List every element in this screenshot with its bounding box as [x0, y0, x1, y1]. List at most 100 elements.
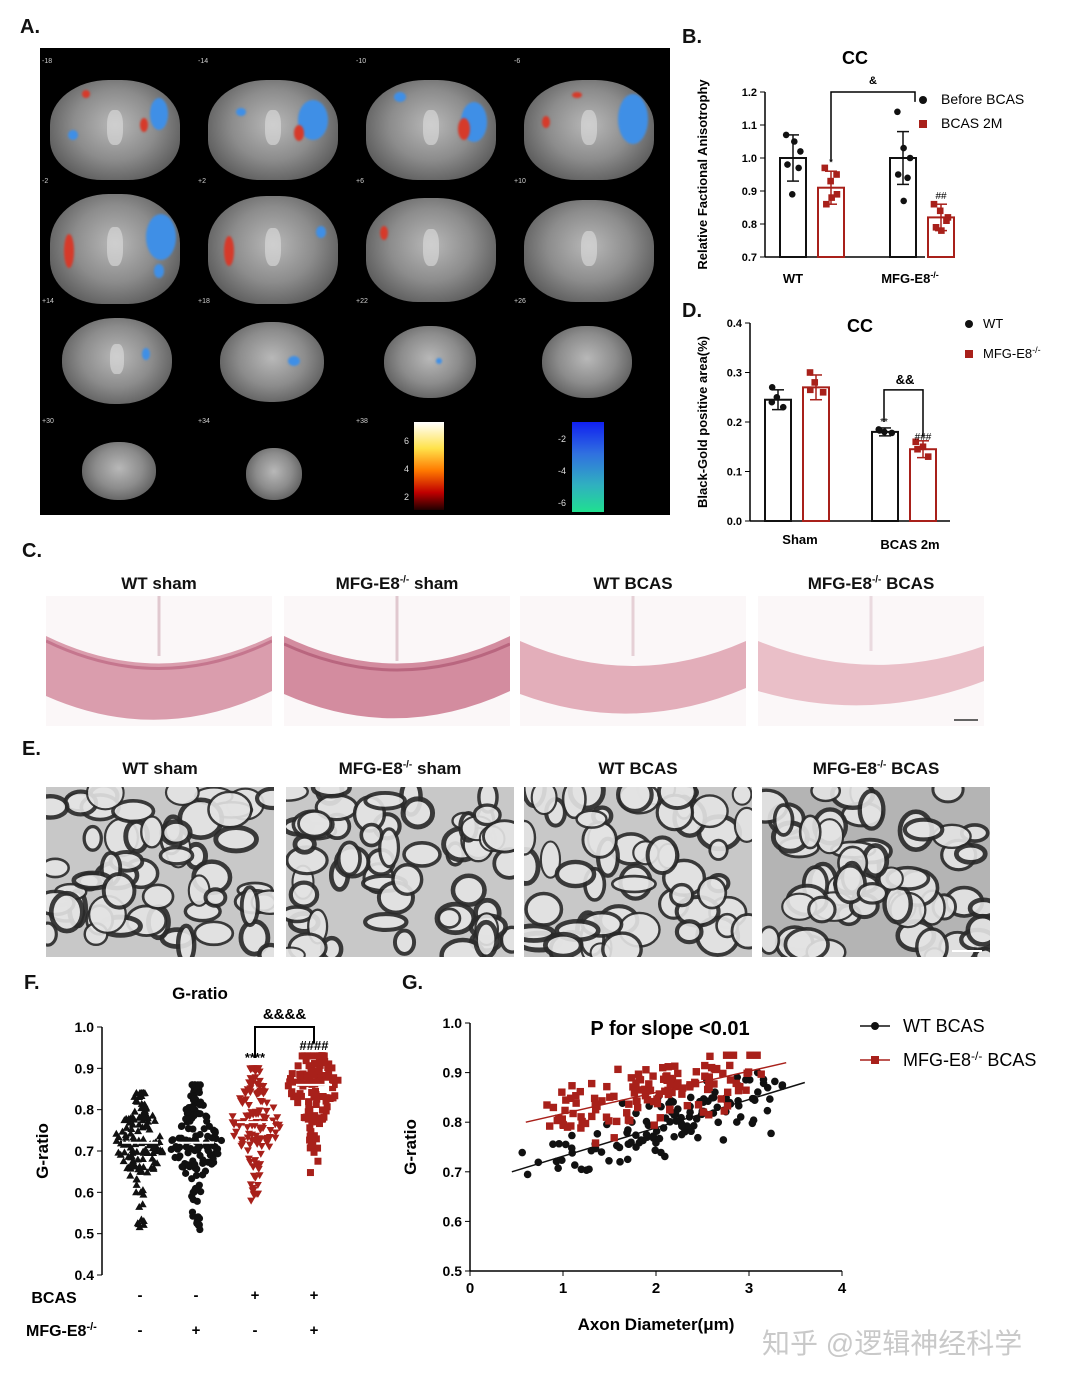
data-point: [315, 1067, 323, 1075]
data-point: [313, 1095, 321, 1103]
bcas-indicator: +: [251, 1287, 260, 1304]
data-point: [704, 1097, 712, 1105]
brain-slice: [82, 442, 156, 500]
data-point: [766, 1095, 774, 1103]
data-point: [623, 1109, 631, 1117]
data-point: [742, 1086, 750, 1094]
data-point: [126, 1143, 135, 1151]
data-point: [591, 1139, 600, 1147]
data-point: [627, 1138, 635, 1147]
data-point: [674, 1069, 682, 1078]
panel-a-label: A.: [20, 16, 40, 38]
data-point: [288, 1070, 296, 1078]
data-point: [196, 1110, 204, 1118]
axon: [473, 919, 500, 957]
data-point: [306, 1136, 314, 1144]
y-tick-label: 0.8: [443, 1114, 463, 1130]
comparison-bracket: [254, 1026, 315, 1058]
axon: [783, 926, 830, 957]
data-point: [118, 1127, 127, 1135]
slice-number: +38: [356, 418, 368, 425]
data-point: [248, 1075, 257, 1083]
brain-slice: [524, 80, 654, 180]
data-point: [666, 1105, 674, 1114]
data-point: [132, 1175, 141, 1183]
data-point: [198, 1171, 207, 1179]
data-point: [252, 1091, 261, 1099]
data-point: [674, 1105, 682, 1113]
data-point: [667, 1097, 675, 1105]
axon: [669, 882, 695, 908]
axon: [539, 840, 562, 879]
data-point: [178, 1163, 186, 1171]
data-point: [275, 1124, 284, 1132]
data-point: [188, 1104, 196, 1112]
bar: [802, 386, 830, 522]
data-point: [614, 1065, 622, 1074]
axon: [310, 787, 352, 799]
data-point: [155, 1132, 164, 1140]
data-point: [904, 174, 911, 182]
data-point: [308, 1089, 316, 1097]
bcas-indicator: +: [310, 1287, 319, 1304]
data-point: [143, 1168, 152, 1176]
data-point: [237, 1136, 246, 1144]
data-point: [767, 1129, 775, 1138]
data-point: [235, 1095, 244, 1103]
data-point: [795, 164, 802, 172]
data-point: [182, 1115, 190, 1123]
data-point: [906, 154, 914, 162]
data-point: [692, 1068, 701, 1076]
data-point: [562, 1096, 570, 1104]
data-point: [590, 1094, 599, 1103]
axon: [164, 787, 200, 807]
data-point: [325, 1094, 333, 1102]
data-point: [894, 108, 901, 116]
data-point: [703, 1085, 712, 1094]
data-point: [523, 1170, 532, 1179]
data-point: [241, 1096, 250, 1104]
data-point: [944, 214, 952, 221]
data-point: [588, 1112, 596, 1121]
colorbar-tick: 6: [404, 436, 410, 446]
data-point: [806, 386, 814, 394]
data-point: [569, 1109, 577, 1118]
data-point: [125, 1118, 134, 1126]
data-point: [183, 1108, 192, 1116]
panel-f-label: F.: [24, 972, 40, 994]
data-point: [292, 1092, 300, 1100]
data-point: [692, 1115, 701, 1123]
data-point: [191, 1160, 199, 1169]
bracket-label: &&&&: [263, 1006, 306, 1023]
data-point: [687, 1127, 695, 1136]
panel-g-label: G.: [402, 972, 424, 994]
data-point: [710, 1080, 718, 1088]
data-point: [732, 1118, 741, 1126]
axon: [610, 874, 657, 894]
data-point: [314, 1144, 322, 1152]
data-point: [251, 1157, 260, 1165]
axon: [575, 809, 608, 829]
data-point: [919, 443, 927, 451]
data-point: [122, 1123, 131, 1131]
axon: [857, 788, 886, 831]
data-point: [269, 1104, 278, 1112]
data-point: [518, 1148, 527, 1157]
axon: [141, 883, 175, 910]
data-point: [302, 1113, 310, 1121]
axon: [616, 787, 654, 814]
data-point: [709, 1093, 718, 1102]
data-point: [249, 1172, 258, 1180]
data-point: [127, 1125, 136, 1133]
em-title-ko-sham: MFG-E8-/- sham: [338, 759, 462, 778]
data-point: [262, 1099, 271, 1107]
panel-d-label: D.: [682, 300, 702, 322]
axon: [159, 819, 193, 847]
category-label: WT: [783, 271, 803, 286]
em-image-wt-bcas: [524, 787, 752, 957]
brain-slice: [366, 198, 496, 302]
y-tick-label: 0.5: [443, 1263, 463, 1279]
data-point: [139, 1113, 148, 1121]
axon: [392, 928, 417, 956]
data-point: [576, 1087, 584, 1096]
